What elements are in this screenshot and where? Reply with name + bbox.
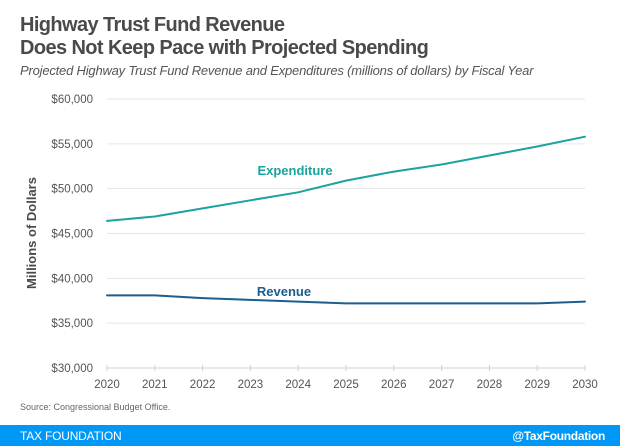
x-tick-label: 2020 [94, 379, 120, 391]
y-tick-label: $55,000 [51, 139, 93, 151]
x-tick-label: 2028 [477, 379, 503, 391]
series-lines [106, 135, 586, 305]
y-tick-label: $35,000 [51, 318, 93, 330]
series-label-revenue: Revenue [257, 284, 311, 299]
x-tick-label: 2023 [238, 379, 264, 391]
footer-bar: TAX FOUNDATION @TaxFoundation [0, 425, 620, 446]
gridlines [107, 98, 585, 324]
y-axis-ticks: $30,000 $35,000 $40,000 $45,000 $50,000 $55,0… [51, 94, 93, 375]
footer-handle[interactable]: @TaxFoundation [512, 429, 605, 443]
series-label-expenditure: Expenditure [257, 163, 332, 178]
chart-title: Highway Trust Fund Revenue Does Not Keep… [20, 14, 429, 60]
y-tick-label: $40,000 [51, 273, 93, 285]
line-chart: $30,000 $35,000 $40,000 $45,000 $50,000 $55,0… [24, 94, 598, 391]
x-tick-label: 2025 [333, 379, 359, 391]
y-tick-label: $60,000 [51, 94, 93, 106]
x-tick-label: 2029 [524, 379, 550, 391]
footer-brand: TAX FOUNDATION [20, 429, 122, 443]
series-line-expenditure [106, 135, 586, 222]
x-tick-label: 2022 [190, 379, 216, 391]
x-tick-label: 2027 [429, 379, 455, 391]
chart-title-line-2: Does Not Keep Pace with Projected Spendi… [20, 37, 429, 59]
chart-subtitle: Projected Highway Trust Fund Revenue and… [20, 63, 534, 78]
x-tick-label: 2021 [142, 379, 168, 391]
series-line-revenue [106, 294, 586, 305]
x-tick-label: 2024 [285, 379, 311, 391]
x-axis: 2020 2021 2022 2023 2024 2025 2026 2027 2028 2029… [94, 365, 598, 391]
y-tick-label: $30,000 [51, 363, 93, 375]
x-tick-label: 2030 [572, 379, 598, 391]
x-tick-label: 2026 [381, 379, 407, 391]
y-tick-label: $50,000 [51, 184, 93, 196]
y-tick-label: $45,000 [51, 229, 93, 241]
y-axis-title: Millions of Dollars [24, 177, 39, 289]
source-note: Source: Congressional Budget Office. [20, 402, 171, 412]
chart-title-line-1: Highway Trust Fund Revenue [20, 14, 285, 36]
